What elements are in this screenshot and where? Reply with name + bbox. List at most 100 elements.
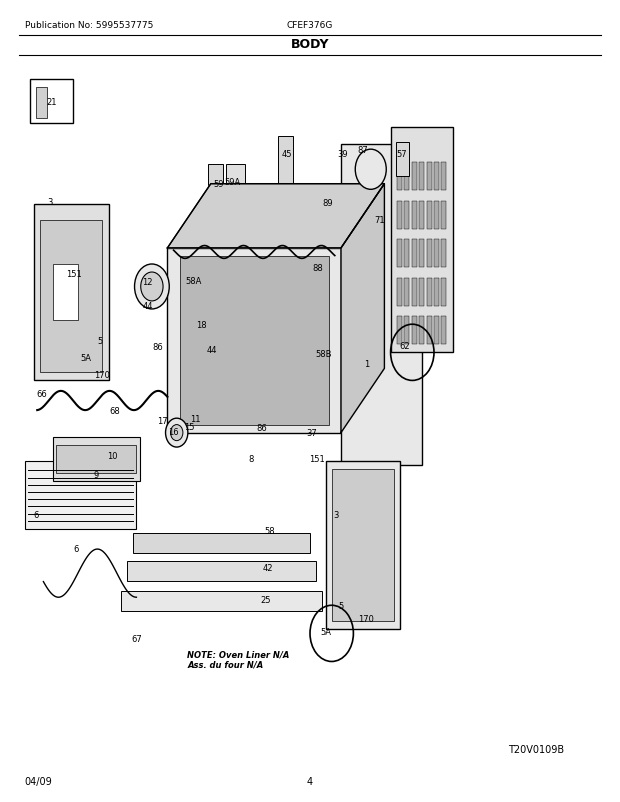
Text: 5A: 5A <box>320 627 331 637</box>
Text: 37: 37 <box>306 428 317 438</box>
Text: 39: 39 <box>337 150 348 160</box>
Text: 18: 18 <box>196 320 207 330</box>
Bar <box>412 240 417 268</box>
Text: 8: 8 <box>249 454 254 464</box>
Bar <box>441 317 446 345</box>
Bar <box>167 249 341 433</box>
Bar <box>391 128 453 353</box>
Text: 12: 12 <box>143 277 153 287</box>
Text: 88: 88 <box>312 263 323 273</box>
Bar <box>34 205 108 381</box>
Text: 71: 71 <box>374 215 385 225</box>
Bar <box>396 143 409 176</box>
Circle shape <box>141 273 163 302</box>
Bar <box>419 317 424 345</box>
Bar <box>397 278 402 306</box>
Bar <box>404 163 409 191</box>
Text: 151: 151 <box>66 269 82 279</box>
Bar <box>412 163 417 191</box>
Text: 3: 3 <box>47 197 52 207</box>
Text: 68: 68 <box>109 406 120 415</box>
Text: 4: 4 <box>307 776 313 786</box>
Text: 62: 62 <box>399 342 410 351</box>
Text: 5: 5 <box>339 601 343 610</box>
Bar <box>427 317 432 345</box>
Polygon shape <box>167 184 384 249</box>
Text: 58A: 58A <box>185 276 202 286</box>
Text: 16: 16 <box>168 427 179 436</box>
Text: 15: 15 <box>184 423 194 432</box>
Bar <box>419 240 424 268</box>
Bar <box>278 136 293 188</box>
Text: 11: 11 <box>190 415 200 424</box>
Bar <box>121 591 322 611</box>
Bar <box>56 445 136 473</box>
Text: 44: 44 <box>207 346 217 355</box>
Polygon shape <box>167 184 384 249</box>
Text: 170: 170 <box>94 370 110 379</box>
Bar <box>30 80 73 124</box>
Text: 17: 17 <box>157 416 168 426</box>
Text: 6: 6 <box>73 544 78 553</box>
Bar <box>441 201 446 229</box>
Text: 6: 6 <box>33 510 38 520</box>
Bar <box>53 265 78 321</box>
Text: 04/09: 04/09 <box>25 776 53 786</box>
Bar <box>208 164 223 213</box>
Bar <box>397 163 402 191</box>
Text: 5A: 5A <box>80 354 91 363</box>
Bar <box>427 201 432 229</box>
Text: 89: 89 <box>322 199 333 209</box>
Bar <box>404 201 409 229</box>
Circle shape <box>135 265 169 310</box>
Bar <box>412 317 417 345</box>
Bar <box>180 257 329 425</box>
Text: 86: 86 <box>153 342 164 352</box>
Bar <box>427 163 432 191</box>
Bar <box>397 317 402 345</box>
Bar <box>404 317 409 345</box>
Text: 151: 151 <box>309 454 326 464</box>
Bar <box>441 240 446 268</box>
Circle shape <box>355 150 386 190</box>
Text: 44: 44 <box>143 302 153 311</box>
Bar <box>441 163 446 191</box>
Bar <box>36 88 47 119</box>
Bar <box>404 240 409 268</box>
Bar <box>341 144 422 465</box>
Text: 5: 5 <box>98 336 103 346</box>
Bar <box>53 437 140 481</box>
Bar <box>434 201 439 229</box>
Bar <box>427 240 432 268</box>
Text: 58: 58 <box>264 526 275 536</box>
Text: 21: 21 <box>46 98 56 107</box>
Text: T20V0109B: T20V0109B <box>508 744 565 754</box>
Bar <box>419 201 424 229</box>
Bar <box>412 201 417 229</box>
Bar <box>419 278 424 306</box>
Text: 87: 87 <box>357 145 368 155</box>
Bar <box>127 561 316 581</box>
Polygon shape <box>341 184 384 433</box>
Text: 86: 86 <box>256 423 267 433</box>
Text: 9: 9 <box>94 470 99 480</box>
Bar <box>434 278 439 306</box>
Bar <box>441 278 446 306</box>
Bar <box>434 163 439 191</box>
Text: 170: 170 <box>358 614 374 624</box>
Bar <box>25 461 136 529</box>
Bar <box>434 240 439 268</box>
Text: 57: 57 <box>396 150 407 160</box>
Bar <box>434 317 439 345</box>
Text: 45: 45 <box>281 149 291 159</box>
Bar <box>397 240 402 268</box>
Circle shape <box>166 419 188 448</box>
Text: BODY: BODY <box>291 38 329 51</box>
Bar <box>419 163 424 191</box>
Bar <box>404 278 409 306</box>
Text: 67: 67 <box>131 634 142 644</box>
Bar <box>332 469 394 622</box>
Text: 42: 42 <box>263 563 273 573</box>
Text: Publication No: 5995537775: Publication No: 5995537775 <box>25 21 153 30</box>
Bar <box>397 201 402 229</box>
